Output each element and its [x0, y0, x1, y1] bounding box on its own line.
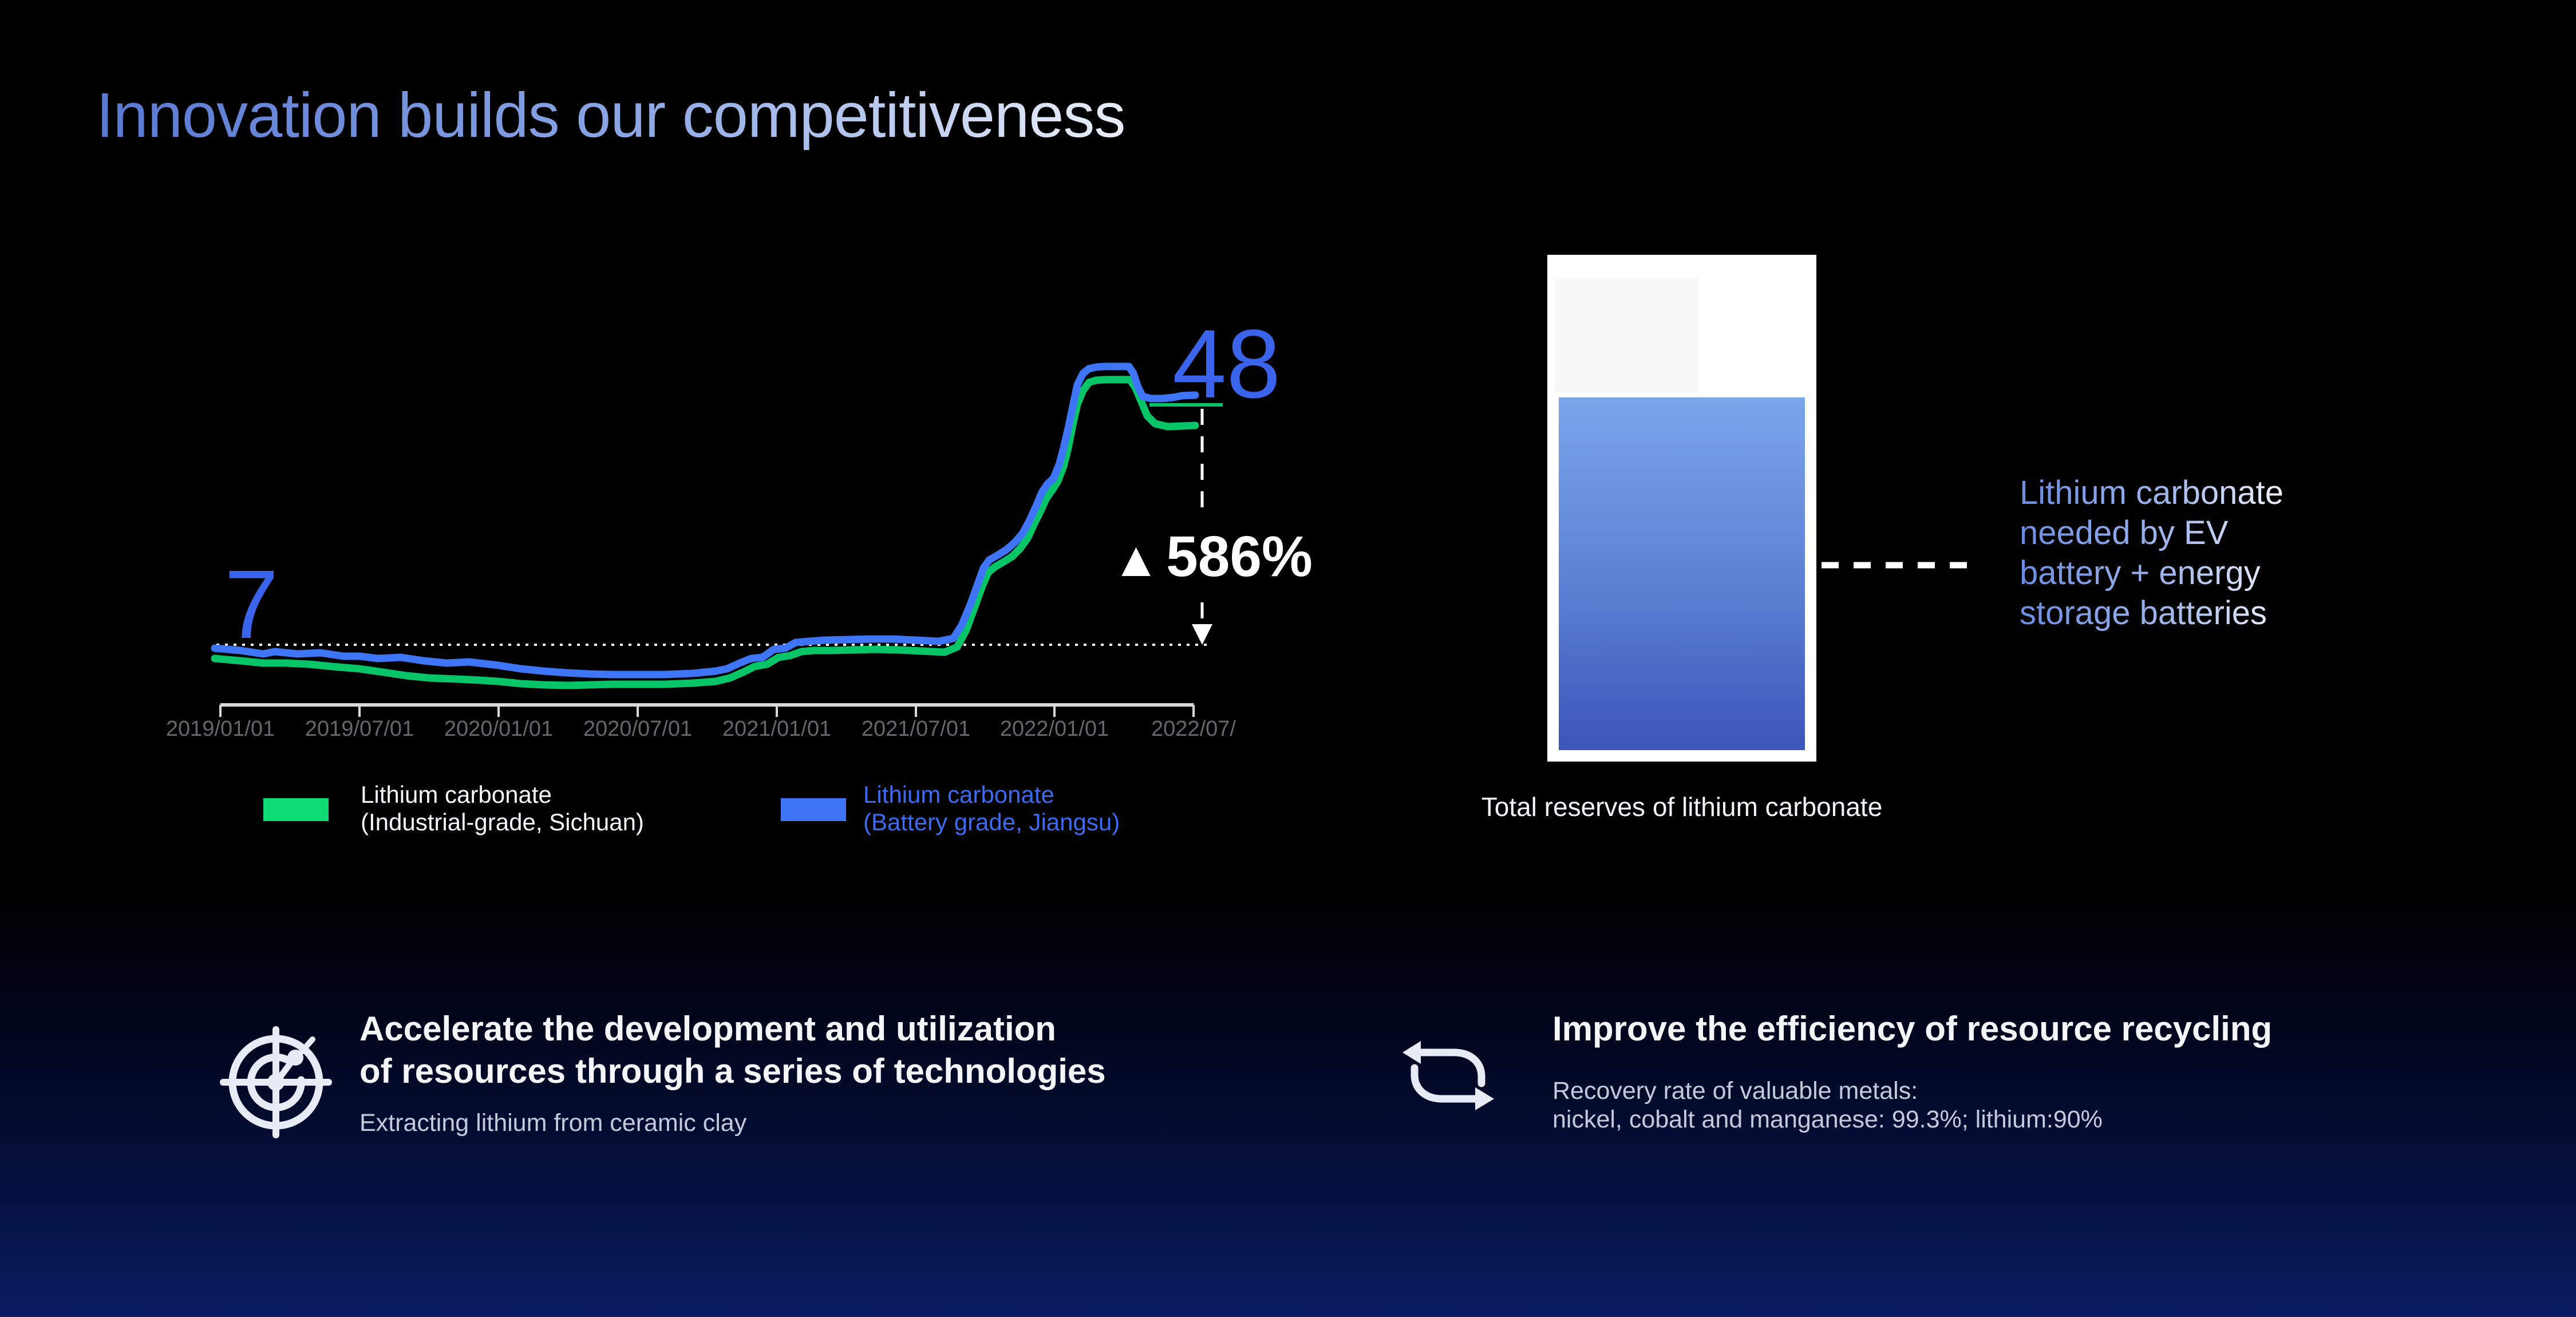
reserves-fill-bar [1559, 397, 1805, 750]
info-right-subtitle: Recovery rate of valuable metals: nickel… [1552, 1077, 2103, 1134]
legend-label-battery: Lithium carbonate (Battery grade, Jiangs… [863, 781, 1120, 836]
legend-label-line: (Industrial-grade, Sichuan) [361, 809, 644, 835]
chart-change-value: 586% [1166, 525, 1313, 589]
legend-label-line: Lithium carbonate [863, 781, 1054, 808]
series-industrial-grade-line [211, 376, 1199, 689]
x-axis-label: 2020/01/01 [444, 717, 554, 741]
side-text-line: needed by EV [2020, 513, 2283, 553]
info-left-heading-line1: Accelerate the development and utilizati… [359, 1010, 1056, 1048]
side-text-line: storage batteries [2020, 593, 2283, 633]
reserves-ghost-shade [1555, 278, 1698, 393]
info-left-subtitle: Extracting lithium from ceramic clay [359, 1109, 747, 1137]
legend-label-line: (Battery grade, Jiangsu) [863, 809, 1120, 835]
info-right-subtitle-line1: Recovery rate of valuable metals: [1552, 1077, 1918, 1105]
up-triangle-icon: ▲ [1112, 532, 1161, 587]
chart-change-label: ▲ 586% [1112, 524, 1313, 590]
legend-label-line: Lithium carbonate [361, 781, 552, 808]
page-title: Innovation builds our competitiveness [96, 80, 1125, 151]
series-battery-grade-line [211, 362, 1199, 679]
x-axis-label: 2021/01/01 [722, 717, 832, 741]
side-text-line: battery + energy [2020, 553, 2283, 593]
x-axis-label: 2020/07/01 [583, 717, 693, 741]
drop-line-arrowhead [1192, 624, 1212, 645]
info-right-heading: Improve the efficiency of resource recyc… [1552, 1010, 2273, 1048]
chart-end-value: 48 [1172, 310, 1281, 419]
x-axis-label: 2022/01/01 [999, 717, 1109, 741]
x-axis-label: 2019/01/01 [165, 717, 275, 741]
x-axis-label: 2019/07/01 [305, 717, 414, 741]
x-axis-label: 2022/07/ [1151, 717, 1236, 741]
chart-start-value: 7 [224, 550, 279, 659]
legend-swatch-battery [781, 798, 846, 821]
info-left-heading: Accelerate the development and utilizati… [359, 1008, 1106, 1093]
radar-target-icon [220, 1026, 332, 1138]
legend-swatch-industrial [263, 798, 329, 821]
recycle-loop-icon [1402, 1041, 1494, 1110]
reserves-side-text: Lithium carbonate needed by EV battery +… [2020, 473, 2283, 633]
legend-label-industrial: Lithium carbonate (Industrial-grade, Sic… [361, 781, 644, 836]
reserves-caption: Total reserves of lithium carbonate [1481, 792, 1883, 822]
info-right-subtitle-line2: nickel, cobalt and manganese: 99.3%; lit… [1552, 1106, 2103, 1133]
side-text-line: Lithium carbonate [2020, 473, 2283, 513]
x-axis-ticks [219, 705, 1195, 717]
info-left-heading-line2: of resources through a series of technol… [359, 1052, 1106, 1090]
x-axis-label: 2021/07/01 [861, 717, 971, 741]
